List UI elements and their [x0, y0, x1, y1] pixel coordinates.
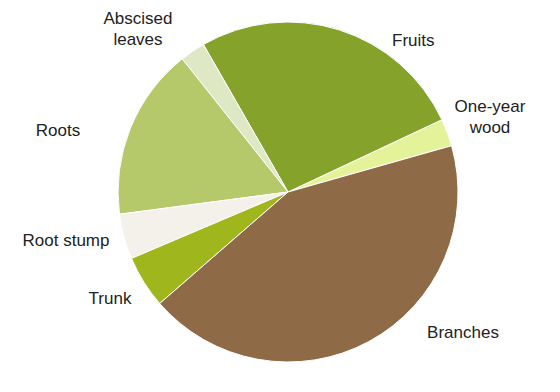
svg-text:Roots: Roots — [36, 121, 80, 140]
svg-text:Root stump: Root stump — [23, 231, 110, 250]
svg-text:One-yearwood: One-yearwood — [455, 97, 526, 137]
svg-text:Abscisedleaves: Abscisedleaves — [104, 9, 173, 49]
svg-text:Trunk: Trunk — [89, 289, 132, 308]
svg-text:Branches: Branches — [427, 323, 499, 342]
svg-text:Fruits: Fruits — [392, 31, 435, 50]
